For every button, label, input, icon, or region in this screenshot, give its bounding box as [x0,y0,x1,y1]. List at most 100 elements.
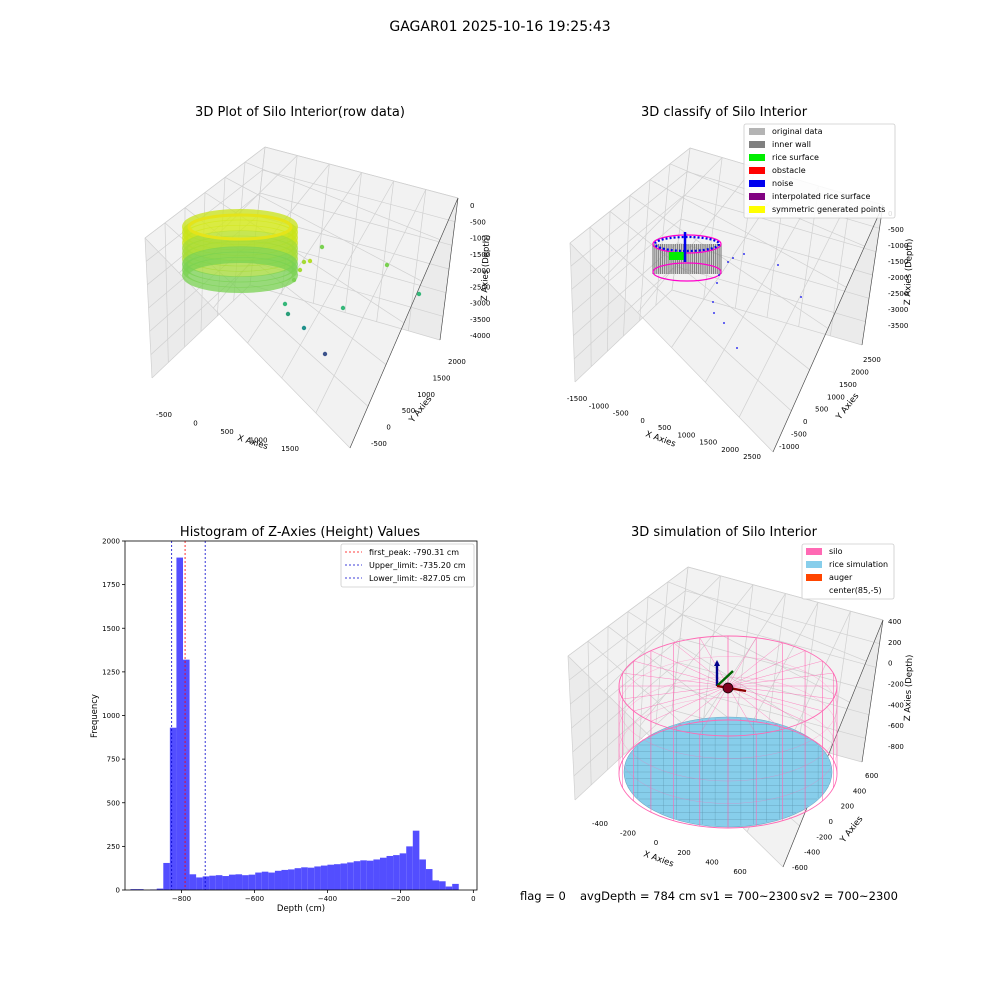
silo-wall-ring [618,656,838,759]
classify-ring-bottom [652,262,722,282]
auger-axis-y-arrow [716,670,734,687]
histogram-bar [255,872,262,890]
x-tick-label: −200 [391,895,410,903]
histogram-bar [189,874,197,890]
legend-label: obstacle [772,166,806,175]
noise-point [712,301,714,303]
histogram-bar [439,881,446,890]
xticks-tick-label: -400 [592,820,608,828]
p2-axis-edge [861,204,884,346]
histogram-bar [301,867,308,890]
status-sv1: sv1 = 700~2300 [700,889,798,903]
histogram-bar [202,876,210,890]
xticks-tick-label: 1000 [677,431,695,439]
histogram-bar [163,862,170,890]
legend-swatch [749,206,765,213]
yticks-tick-label: 2500 [863,356,881,364]
zticks-tick-label: -1000 [888,242,908,250]
classify-ring-top [652,234,722,254]
legend-swatch [749,193,765,200]
histogram-bar [169,727,177,890]
zticks-tick-label: -1500 [888,258,908,266]
status-bar: flag = 0 avgDepth = 784 cm sv1 = 700~230… [520,889,898,903]
histogram-legend: first_peak: -790.31 cm Upper_limit: -735.… [340,543,475,588]
yticks-tick-label: 500 [815,406,828,414]
zticks-tick-label: -2500 [470,283,490,291]
p4-gridline [574,709,673,801]
panel-3d-simulation-zlabel: Z Axies (Depth) [903,654,915,721]
zticks-tick-label: -1000 [470,235,490,243]
silo-roof-spoke [699,685,729,735]
silo-roof-spoke [633,685,729,712]
panel-3d-raw-title: 3D Plot of Silo Interior(row data) [195,105,405,120]
yticks-tick-label: 2000 [851,368,869,376]
p4-gridline [687,566,884,621]
xticks-tick-label: -1000 [589,402,609,410]
panel-3d-classify-legend: original data inner wall rice surface obsta… [743,123,896,219]
zticks-tick-label: -500 [888,226,904,234]
legend-label: center(85,-5) [829,586,882,595]
panel-3d-classify-xlabel: X Axies [644,429,677,449]
histogram-bar [314,866,321,890]
x-tick-label: −600 [245,895,264,903]
legend-swatch [806,561,822,568]
xticks-tick-label: 1500 [699,439,717,447]
histogram-bar [379,857,387,890]
xticks-tick-label: 2000 [721,446,739,454]
zticks-tick-label: -2500 [888,290,908,298]
silo-roof-spoke [727,685,757,735]
histogram-bar [228,874,236,890]
p1-gridline [151,284,251,379]
silo-wall-ring [618,697,838,804]
noise-point [743,253,745,255]
auger-center-marker [722,682,734,694]
xticks-tick-label: -200 [620,830,636,838]
panel-3d-classify-title: 3D classify of Silo Interior [641,105,808,120]
zticks-tick-label: -3000 [470,300,490,308]
noise-point [736,347,738,349]
raw-scatter-point [307,258,313,264]
zticks-tick-label: 0 [470,202,474,210]
yticks-tick-label: -1000 [779,443,799,451]
legend-swatch [806,548,822,555]
silo-roof-spoke [727,637,757,687]
zticks-tick-label: -3000 [888,306,908,314]
histogram-ylabel: Frequency [90,694,100,738]
histogram-bar [366,860,374,890]
silo-roof-spoke [727,685,806,722]
legend-label: Lower_limit: -827.05 cm [369,574,466,583]
yticks-tick-label: 1000 [827,393,845,401]
raw-scatter-point [301,259,307,265]
figure-suptitle: GAGAR01 2025-10-16 19:25:43 [389,19,610,35]
raw-scatter-point [384,262,390,268]
histogram-bar [130,889,138,890]
zticks-tick-label: -600 [888,722,904,730]
yticks-tick-label: 0 [803,418,807,426]
yticks-tick-label: 500 [402,407,415,415]
raw-scatter-point [291,277,297,283]
silo-roof-spoke [633,660,729,687]
histogram-bar [274,870,282,890]
noise-ring [653,235,721,253]
zticks-tick-label: 400 [888,618,901,626]
yticks-tick-label: 600 [865,772,878,780]
p2-gridline [574,289,673,383]
silo-roof-spoke [622,672,729,687]
noise-point [732,257,734,259]
panel-3d-raw-zlabel: Z Axies (Depth) [480,234,492,301]
panel-3d-raw: 3D Plot of Silo Interior(row data) -500 0… [144,105,492,453]
xticks-tick-label: 200 [677,849,690,857]
raw-scatter-point [322,351,328,357]
xticks-tick-label: 500 [220,428,233,436]
legend-swatch [749,141,765,148]
y-tick-label: 2000 [102,538,120,546]
histogram-bar [235,874,243,890]
legend-swatch [749,167,765,174]
zticks-tick-label: -2000 [888,274,908,282]
histogram-bar [334,864,341,890]
zticks-tick-label: -4000 [470,332,490,340]
p2-gridline [674,265,866,323]
panel-3d-classify: 3D classify of Silo Interior -1500 -1000 -… [567,105,915,461]
p2-gridline [738,195,852,418]
